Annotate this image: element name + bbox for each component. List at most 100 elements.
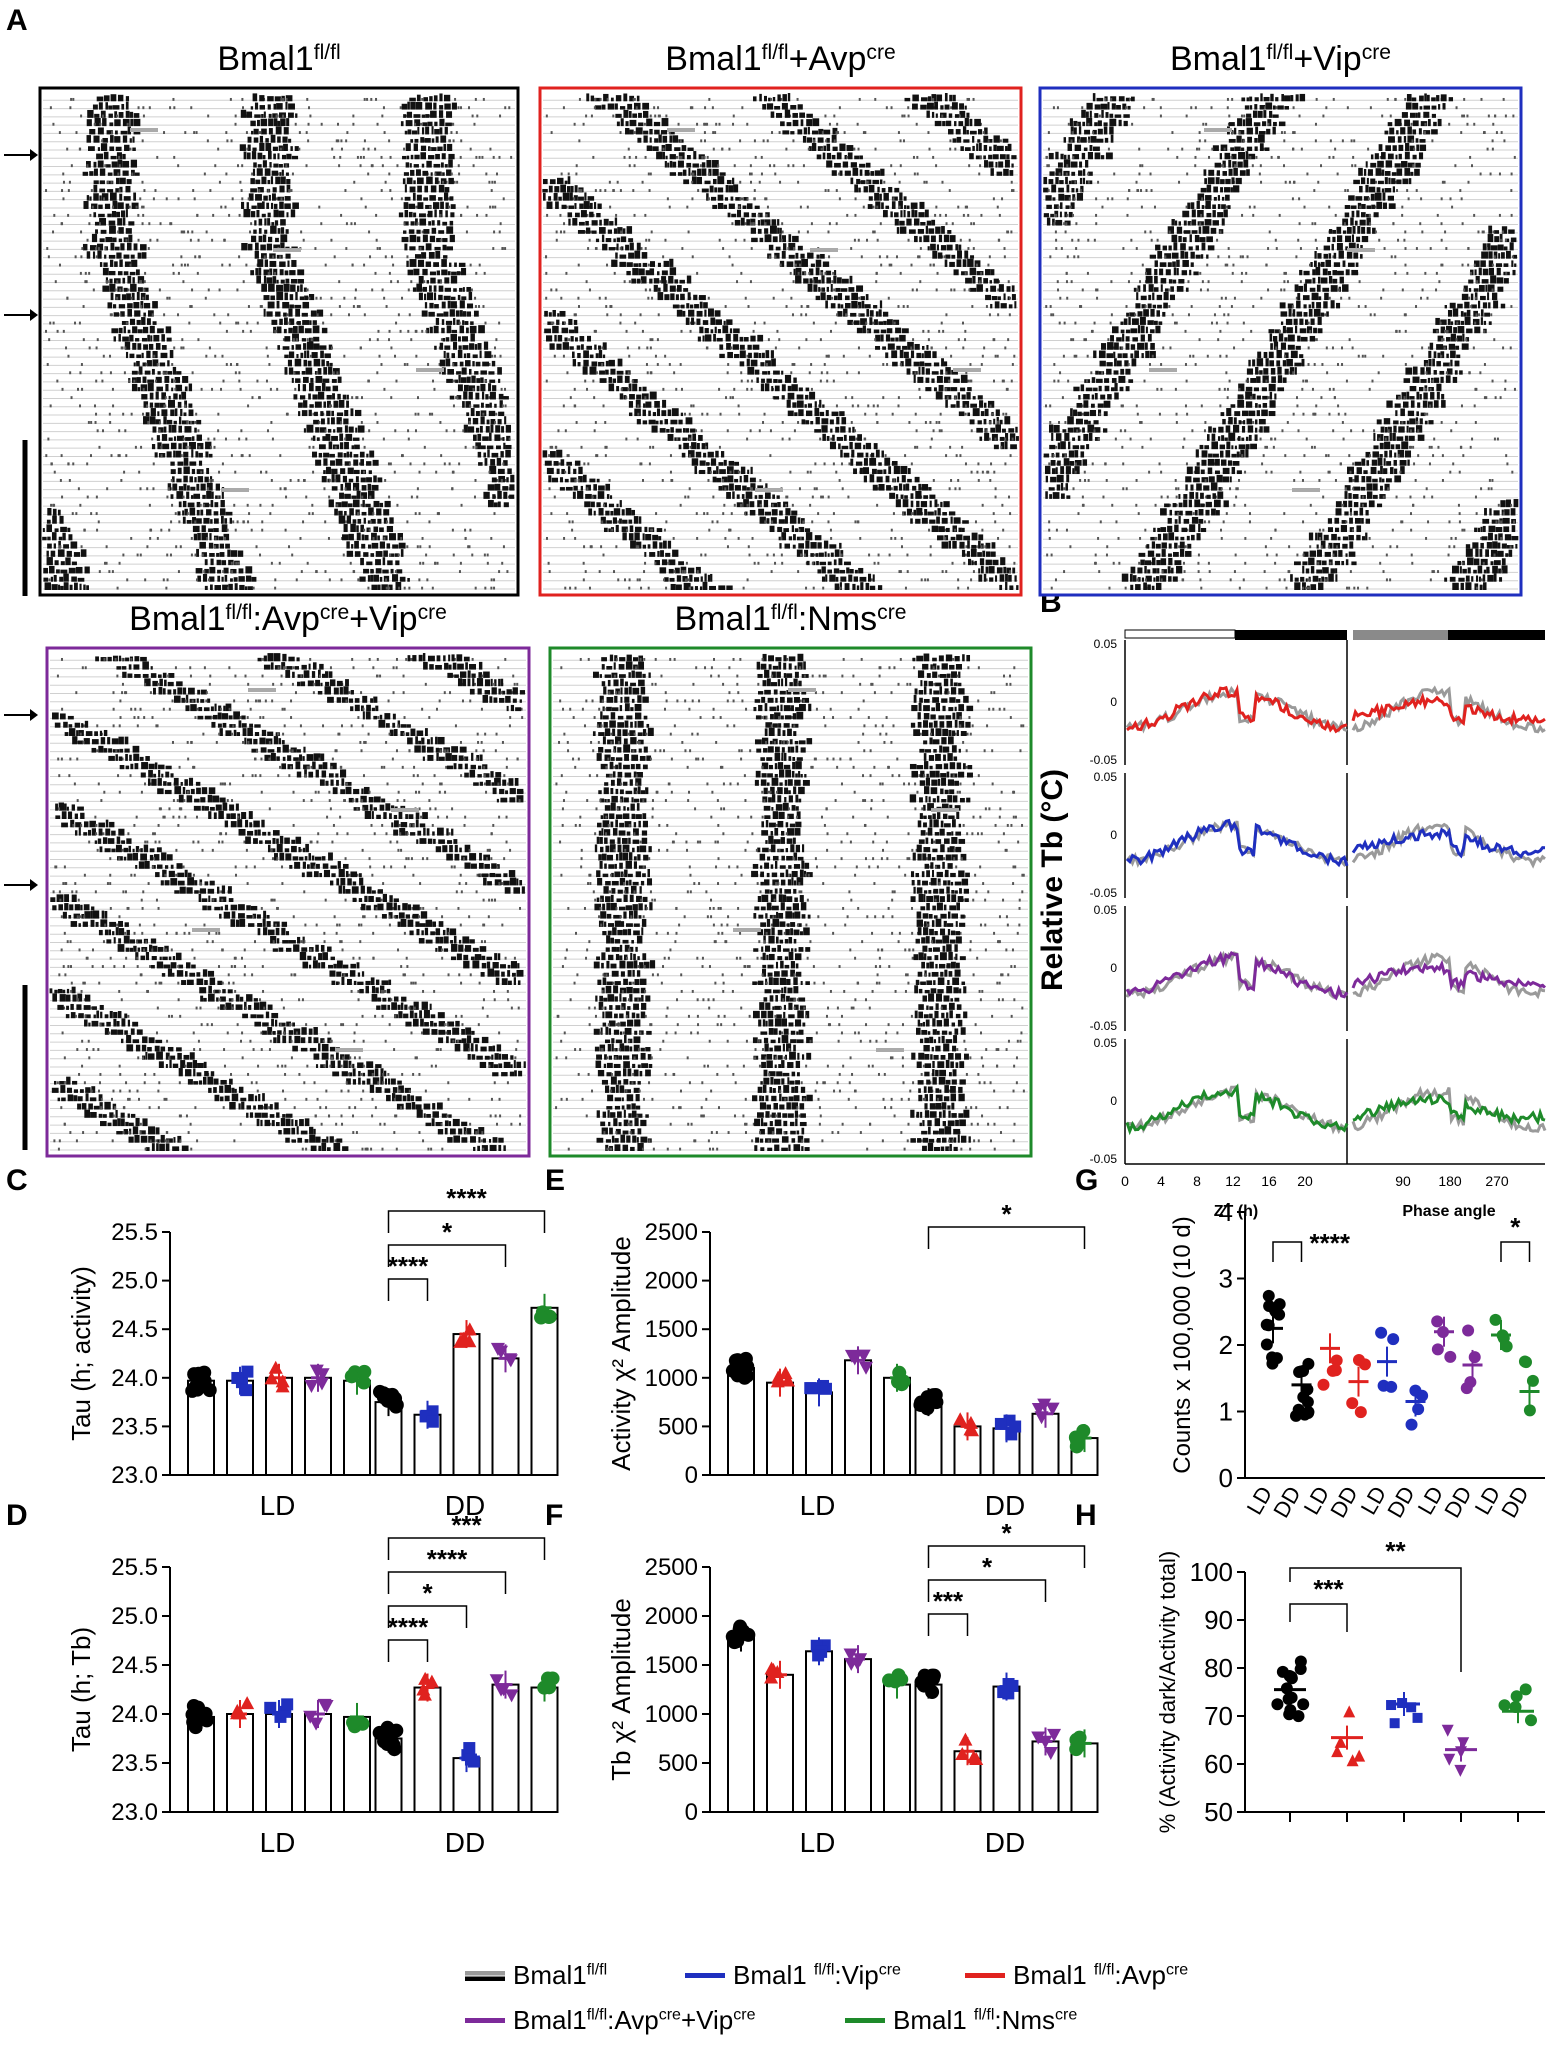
activity-bar (178, 394, 181, 400)
activity-tick (78, 321, 81, 325)
activity-bar (257, 152, 263, 160)
activity-tick (473, 122, 476, 126)
activity-tick (362, 147, 365, 151)
activity-bar (794, 260, 802, 267)
activity-bar (980, 411, 985, 417)
activity-bar (910, 518, 913, 524)
activity-tick (749, 172, 752, 176)
activity-bar (470, 333, 475, 342)
activity-bar (113, 312, 120, 317)
activity-bar (934, 101, 938, 110)
activity-tick (409, 462, 412, 466)
activity-bar (779, 260, 785, 267)
activity-bar (345, 433, 353, 441)
activity-tick (550, 512, 553, 516)
activity-bar (410, 221, 415, 226)
activity-bar (544, 460, 552, 466)
activity-tick (502, 462, 505, 466)
activity-tick (164, 404, 167, 408)
activity-tick (165, 197, 168, 201)
activity-bar (122, 336, 129, 342)
activity-bar (473, 404, 480, 408)
activity-tick (425, 329, 428, 333)
activity-bar (355, 427, 358, 433)
activity-bar (930, 235, 936, 243)
activity-tick (918, 255, 921, 259)
activity-bar (43, 567, 48, 574)
activity-tick (105, 561, 108, 565)
activity-tick (342, 553, 345, 557)
activity-bar (333, 400, 339, 408)
activity-tick (237, 561, 240, 565)
activity-tick (590, 545, 593, 549)
activity-bar (658, 287, 661, 292)
activity-bar (444, 103, 451, 110)
activity-bar (449, 309, 455, 317)
activity-tick (566, 512, 569, 516)
activity-bar (764, 511, 771, 516)
activity-bar (429, 271, 436, 276)
activity-bar (406, 177, 413, 185)
activity-bar (812, 130, 819, 135)
activity-bar (880, 329, 887, 334)
activity-tick (898, 205, 901, 209)
activity-bar (384, 500, 391, 508)
activity-bar (803, 127, 808, 135)
activity-bar (800, 253, 805, 259)
activity-bar (904, 495, 908, 499)
activity-bar (326, 361, 330, 367)
activity-bar (793, 534, 796, 541)
activity-tick (388, 329, 391, 333)
activity-tick (553, 495, 556, 499)
activity-tick (691, 106, 694, 110)
activity-bar (771, 502, 778, 508)
activity-bar (147, 334, 150, 342)
activity-bar (569, 346, 574, 350)
activity-tick (363, 97, 366, 101)
activity-tick (766, 553, 769, 557)
activity-bar (187, 502, 195, 508)
activity-tick (750, 180, 753, 184)
activity-bar (301, 410, 308, 417)
activity-tick (292, 338, 295, 342)
activity-bar (634, 526, 642, 533)
activity-bar (851, 292, 858, 301)
activity-tick (323, 487, 326, 491)
activity-tick (403, 586, 406, 590)
activity-bar (375, 568, 382, 574)
activity-tick (82, 338, 85, 342)
activity-bar (636, 95, 640, 102)
activity-tick (111, 205, 114, 209)
activity-bar (675, 294, 679, 301)
activity-tick (562, 354, 565, 358)
activity-bar (688, 450, 695, 458)
activity-bar (462, 320, 465, 325)
activity-bar (942, 512, 947, 516)
activity-bar (798, 526, 805, 533)
activity-tick (820, 288, 823, 292)
activity-bar (225, 543, 230, 549)
activity-tick (493, 586, 496, 590)
activity-bar (133, 129, 141, 135)
activity-tick (569, 396, 572, 400)
activity-bar (602, 342, 607, 350)
activity-tick (241, 197, 244, 201)
activity-bar (969, 118, 973, 127)
activity-bar (141, 394, 148, 400)
activity-bar (421, 114, 426, 118)
activity-tick (62, 172, 65, 176)
activity-tick (397, 553, 400, 557)
activity-bar (936, 516, 940, 524)
activity-tick (964, 205, 967, 209)
activity-tick (791, 363, 794, 366)
activity-tick (476, 114, 479, 118)
activity-tick (644, 247, 647, 250)
activity-tick (927, 131, 930, 135)
activity-tick (948, 189, 951, 192)
activity-bar (560, 459, 565, 466)
activity-bar (168, 395, 171, 400)
activity-bar (860, 296, 865, 301)
activity-bar (696, 176, 702, 185)
activity-tick (238, 213, 241, 217)
activity-bar (277, 228, 281, 234)
